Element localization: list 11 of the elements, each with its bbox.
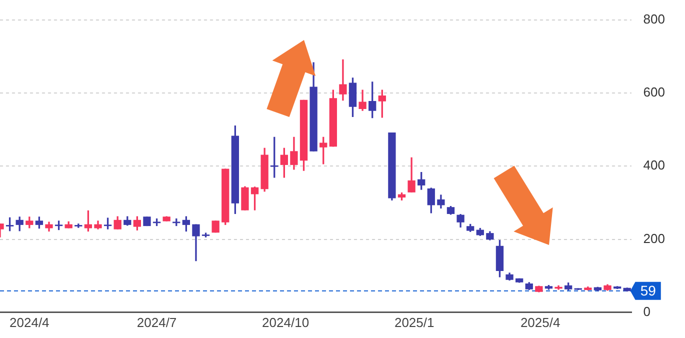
x-tick-label: 2024/10 bbox=[262, 314, 310, 330]
x-tick-label: 2025/4 bbox=[520, 314, 560, 330]
y-tick-label: 0 bbox=[643, 304, 651, 319]
x-tick-label: 2024/4 bbox=[10, 314, 50, 330]
y-tick-label: 600 bbox=[643, 84, 666, 100]
x-tick-label: 2025/1 bbox=[394, 314, 434, 330]
y-tick-label: 800 bbox=[643, 11, 666, 26]
x-tick-label: 2024/7 bbox=[136, 314, 177, 330]
ref-line-label: 59 bbox=[640, 282, 656, 299]
y-tick-label: 400 bbox=[643, 158, 666, 173]
y-tick-label: 200 bbox=[643, 230, 666, 246]
